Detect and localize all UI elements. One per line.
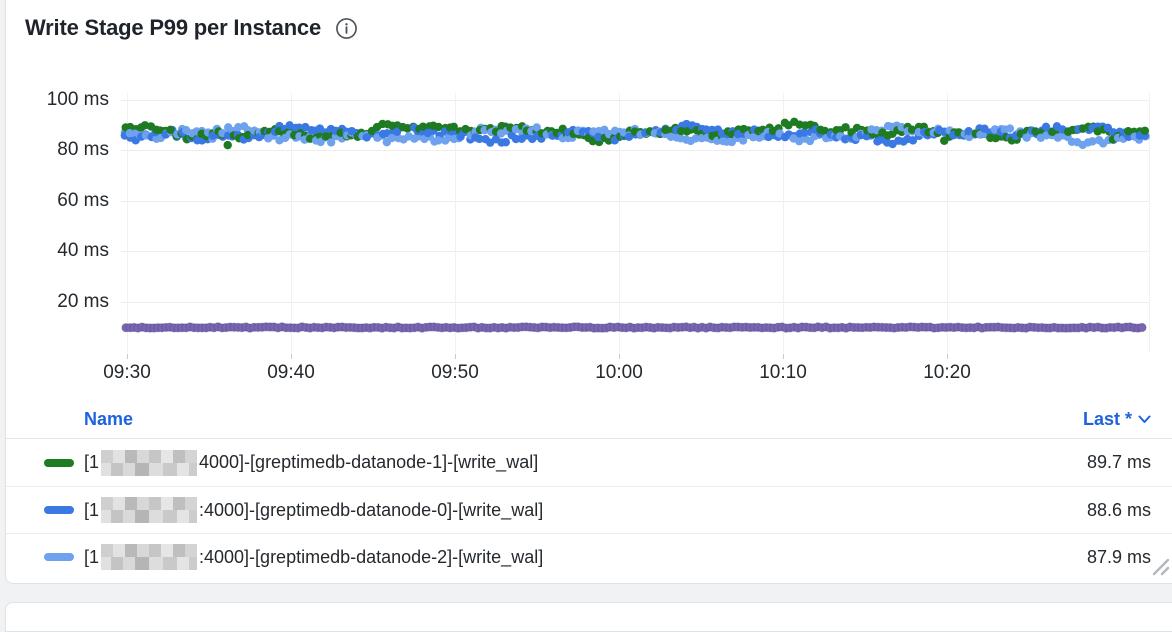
legend-row[interactable]: [1 4000]-[greptimedb-datanode-1]-[write_w… — [6, 439, 1172, 486]
legend-row[interactable]: [1 :4000]-[greptimedb-datanode-2]-[write_… — [6, 533, 1172, 580]
write-stage-p99-panel: Write Stage P99 per Instance 100 ms 80 ms… — [5, 0, 1172, 584]
series-name-prefix: [1 — [84, 452, 100, 472]
series-color-dash — [44, 506, 74, 514]
series-last-value: 88.6 ms — [1086, 499, 1151, 520]
series-name-suffix: :4000]-[greptimedb-datanode-0]-[write_wa… — [199, 499, 544, 520]
series-name: [1 :4000]-[greptimedb-datanode-2]-[write_… — [84, 544, 1087, 570]
resize-handle[interactable] — [1145, 551, 1171, 577]
x-tick-label: 09:50 — [431, 362, 479, 383]
y-tick-label: 80 ms — [57, 139, 109, 160]
chart-canvas[interactable] — [6, 83, 1172, 359]
series-name-suffix: 4000]-[greptimedb-datanode-1]-[write_wal… — [199, 452, 539, 472]
legend-name-header-label: Name — [84, 409, 134, 429]
resize-grip-icon — [1152, 558, 1170, 576]
x-tick-label: 09:40 — [267, 362, 315, 383]
panel-title: Write Stage P99 per Instance — [25, 15, 321, 40]
legend-sort-last[interactable]: Last * — [1083, 409, 1151, 430]
y-tick-label: 100 ms — [46, 88, 109, 110]
x-tick-label: 10:00 — [595, 362, 643, 383]
redacted-ip-blur — [101, 544, 198, 570]
redacted-ip-blur — [101, 449, 198, 476]
x-tick-label: 10:10 — [759, 362, 807, 383]
legend-header: Name Last * — [6, 401, 1172, 439]
legend-sort-name[interactable]: Name — [84, 409, 133, 430]
series-name-suffix: :4000]-[greptimedb-datanode-2]-[write_wa… — [199, 546, 544, 567]
series-last-value: 87.9 ms — [1086, 546, 1151, 567]
x-tick-label: 10:20 — [923, 362, 971, 383]
legend-last-header-label: Last * — [1082, 409, 1132, 429]
y-tick-label: 60 ms — [57, 189, 109, 211]
series-name-prefix: [1 — [84, 499, 100, 520]
x-tick-label: 09:30 — [103, 362, 151, 383]
latency-chart[interactable] — [6, 83, 1172, 359]
legend-rows: [1 4000]-[greptimedb-datanode-1]-[write_w… — [6, 439, 1172, 580]
chevron-down-icon — [1138, 415, 1151, 423]
series-last-value: 89.7 ms — [1086, 452, 1151, 472]
legend-row[interactable]: [1 :4000]-[greptimedb-datanode-0]-[write_… — [6, 486, 1172, 533]
panel-header: Write Stage P99 per Instance — [25, 15, 358, 41]
series-name: [1 4000]-[greptimedb-datanode-1]-[write_w… — [84, 449, 1087, 476]
series-name-prefix: [1 — [84, 546, 100, 567]
y-tick-label: 20 ms — [57, 290, 109, 312]
y-tick-label: 40 ms — [57, 240, 109, 261]
redacted-ip-blur — [101, 497, 198, 523]
legend-table: Name Last * [1 4000]-[greptimedb-datanode… — [6, 401, 1172, 580]
series-color-dash — [44, 553, 74, 561]
series-color-dash — [44, 458, 74, 467]
info-icon[interactable] — [335, 17, 358, 40]
series-name: [1 :4000]-[greptimedb-datanode-0]-[write_… — [84, 497, 1087, 523]
next-panel-top-edge — [5, 602, 1172, 632]
